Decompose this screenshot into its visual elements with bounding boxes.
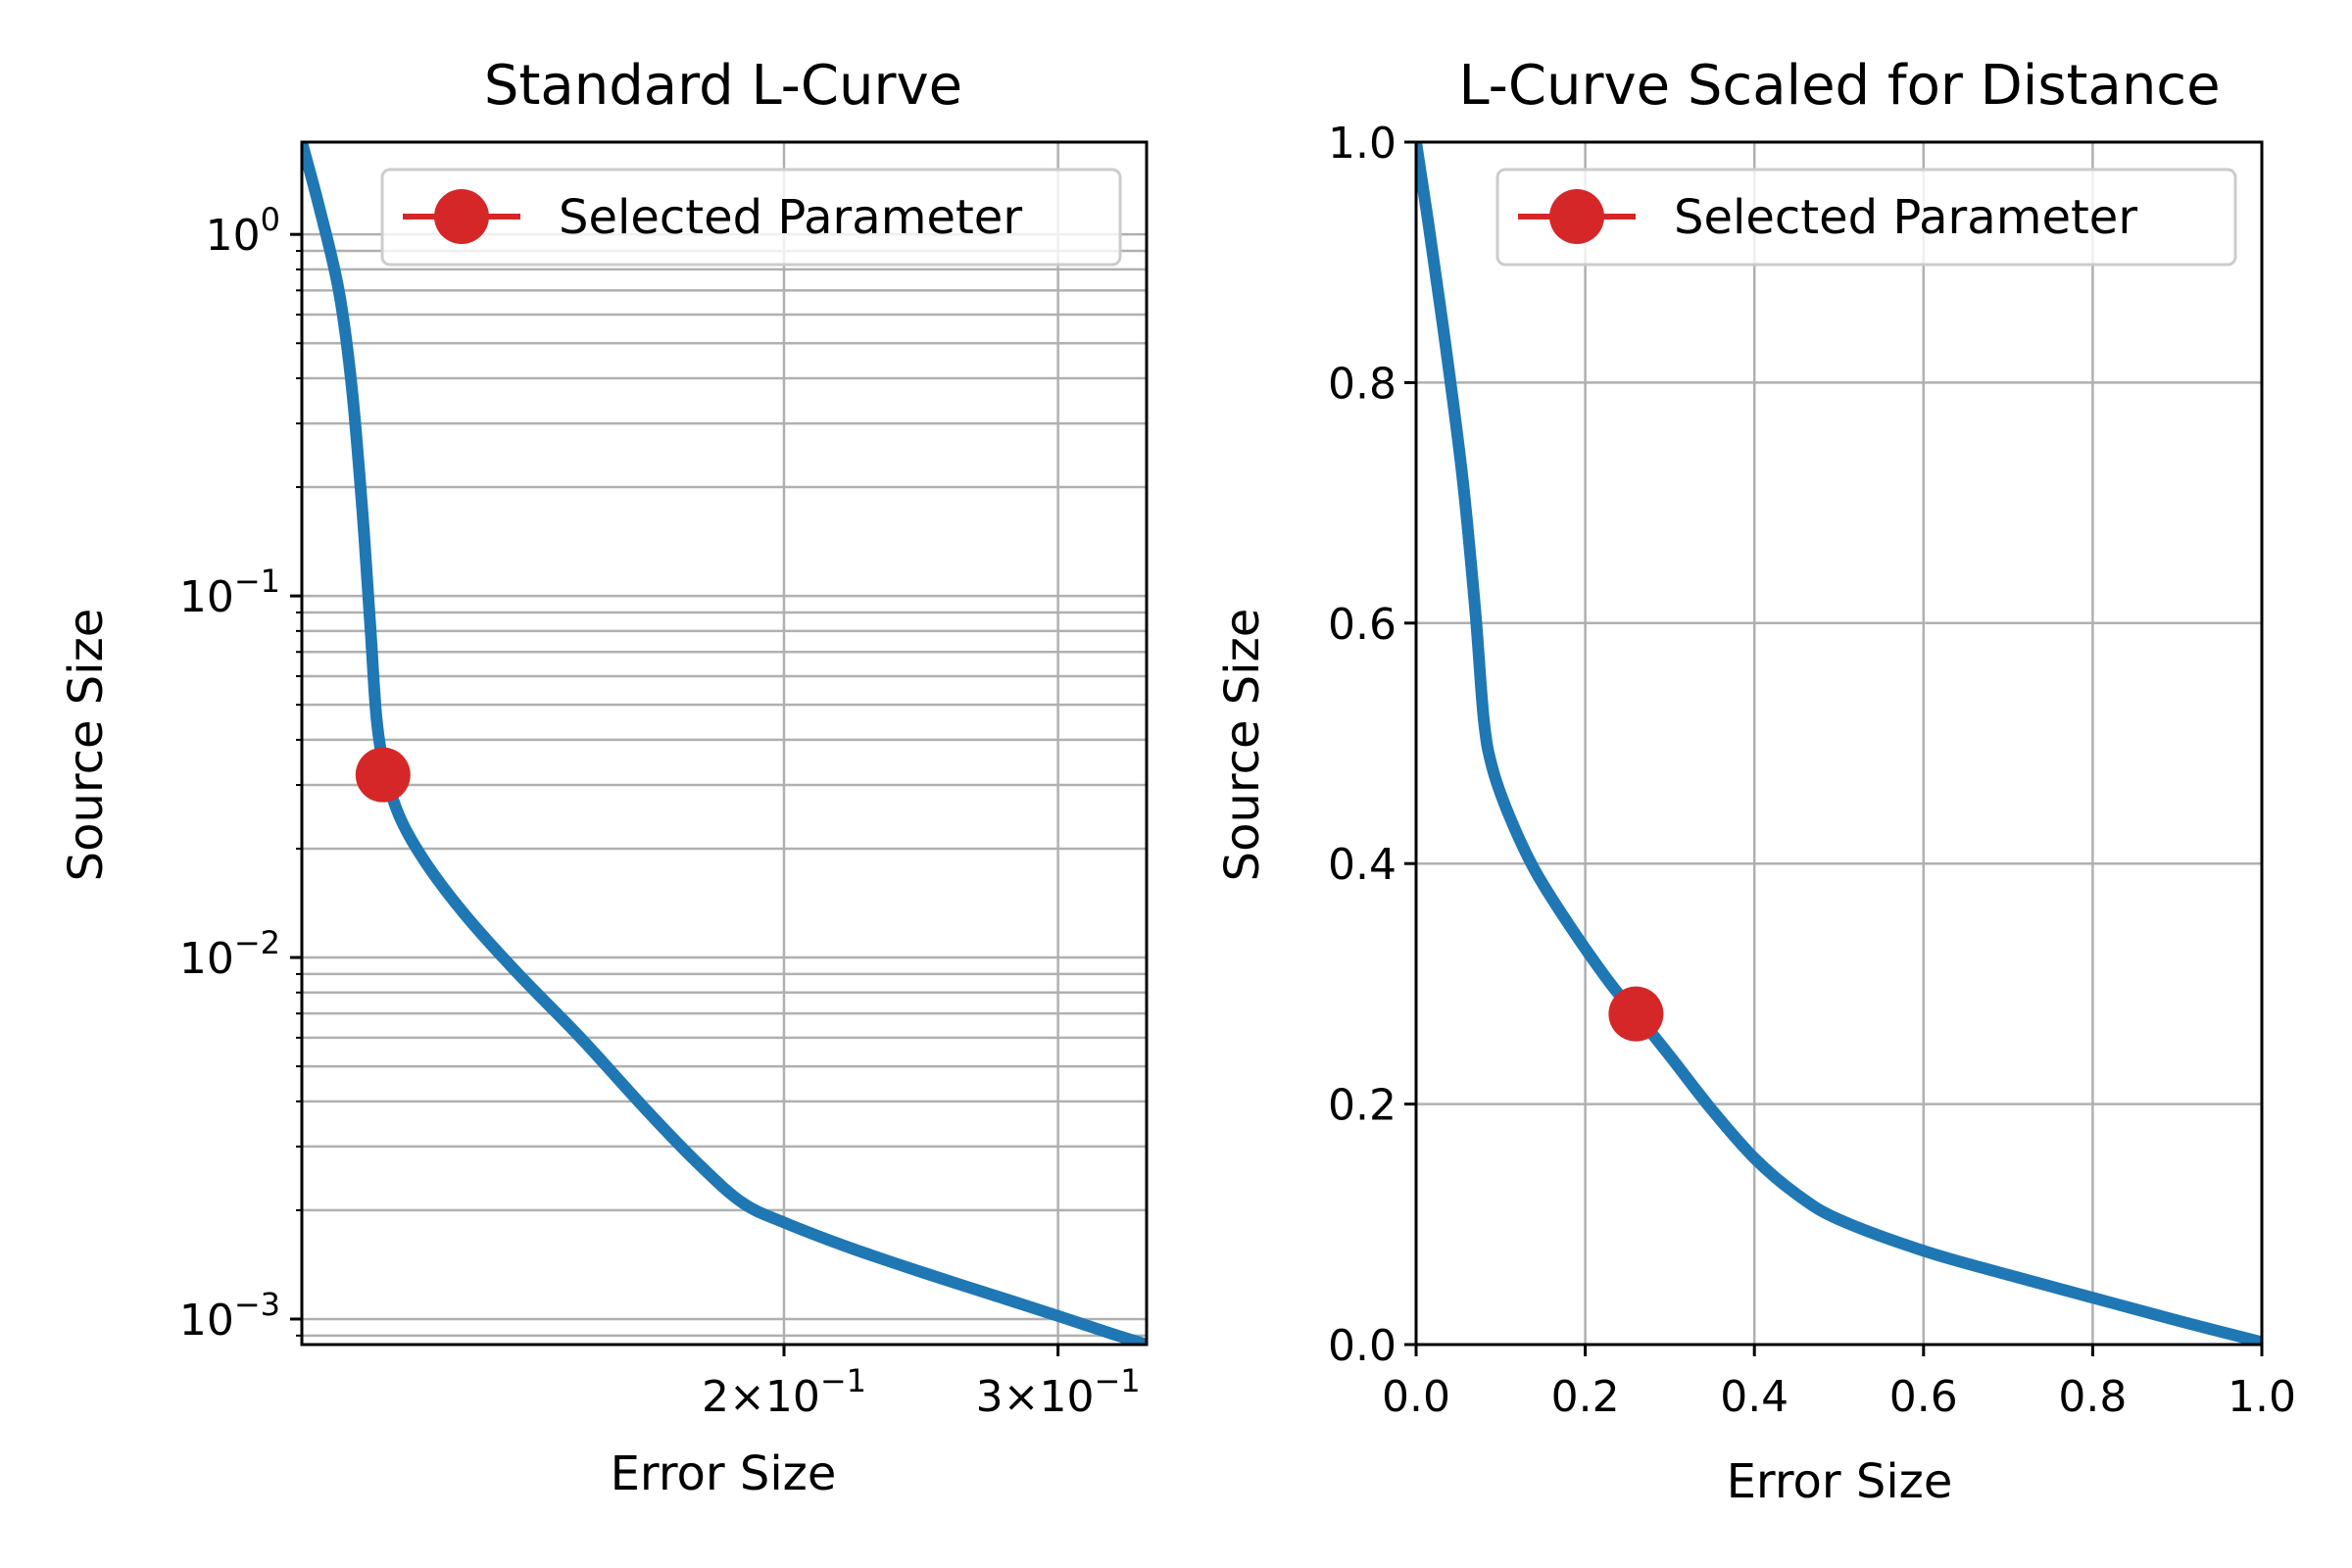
left-legend-label: Selected Parameter xyxy=(559,190,1022,245)
right-legend-marker xyxy=(1549,189,1604,244)
left-y-ticks: 100 10−1 10−2 10−3 xyxy=(179,201,302,1346)
y-tick-label: 10−2 xyxy=(179,924,280,984)
y-tick-label: 100 xyxy=(206,201,280,261)
right-grid xyxy=(1414,140,2264,1347)
y-tick-label: 0.2 xyxy=(1328,1081,1396,1131)
y-tick-label: 10−3 xyxy=(179,1286,280,1346)
selected-parameter-point xyxy=(1608,986,1664,1042)
y-tick-label: 0.4 xyxy=(1328,840,1396,890)
right-legend-box xyxy=(1495,168,2237,267)
left-legend: Selected Parameter xyxy=(380,168,1122,267)
right-y-axis-label: Source Size xyxy=(1215,609,1270,882)
left-chart-title: Standard L-Curve xyxy=(484,54,962,118)
x-tick-label: 0.6 xyxy=(1889,1372,1958,1422)
y-tick-label: 0.6 xyxy=(1328,600,1396,650)
panel-scaled-l-curve: 0.0 0.2 0.4 0.6 0.8 1.0 0.0 0.2 0.4 0.6 0.8 1.0 L-… xyxy=(1215,54,2296,1509)
right-legend: Selected Parameter xyxy=(1495,168,2237,267)
left-x-ticks: 2×10−1 3×10−1 xyxy=(702,1345,1141,1422)
y-tick-label: 10−1 xyxy=(179,563,280,622)
right-marker-layer xyxy=(1608,986,1664,1042)
left-curve-layer xyxy=(302,142,1147,1345)
y-tick-label: 0.8 xyxy=(1328,359,1396,409)
x-tick-label: 0.2 xyxy=(1551,1372,1620,1422)
x-tick-label: 0.8 xyxy=(2058,1372,2127,1422)
left-marker-layer xyxy=(355,747,411,803)
left-x-axis-label: Error Size xyxy=(611,1446,837,1501)
right-axes-frame xyxy=(1414,140,2264,1347)
left-axes-frame xyxy=(300,140,1149,1347)
x-tick-label: 2×10−1 xyxy=(702,1362,866,1422)
right-legend-label: Selected Parameter xyxy=(1674,190,2137,245)
right-chart-title: L-Curve Scaled for Distance xyxy=(1458,54,2220,118)
left-legend-box xyxy=(380,168,1122,267)
right-y-ticks: 0.0 0.2 0.4 0.6 0.8 1.0 xyxy=(1328,119,1416,1371)
l-curve-line xyxy=(1416,142,2262,1345)
left-y-axis-label: Source Size xyxy=(59,609,114,882)
x-tick-label: 1.0 xyxy=(2228,1372,2296,1422)
right-curve-layer xyxy=(1416,142,2262,1345)
x-tick-label: 0.4 xyxy=(1720,1372,1788,1422)
left-legend-marker xyxy=(434,189,489,244)
left-grid xyxy=(302,142,1147,1345)
x-tick-label: 3×10−1 xyxy=(976,1362,1141,1422)
x-tick-label: 0.0 xyxy=(1382,1372,1450,1422)
y-tick-label: 0.0 xyxy=(1328,1321,1396,1371)
selected-parameter-point xyxy=(355,747,411,803)
right-x-axis-label: Error Size xyxy=(1727,1454,1953,1509)
l-curve-line xyxy=(302,142,1147,1345)
panel-standard-l-curve: 2×10−1 3×10−1 100 10−1 10−2 10−3 Standard L-… xyxy=(59,54,1149,1501)
y-tick-label: 1.0 xyxy=(1328,119,1396,169)
right-x-ticks: 0.0 0.2 0.4 0.6 0.8 1.0 xyxy=(1382,1345,2296,1422)
